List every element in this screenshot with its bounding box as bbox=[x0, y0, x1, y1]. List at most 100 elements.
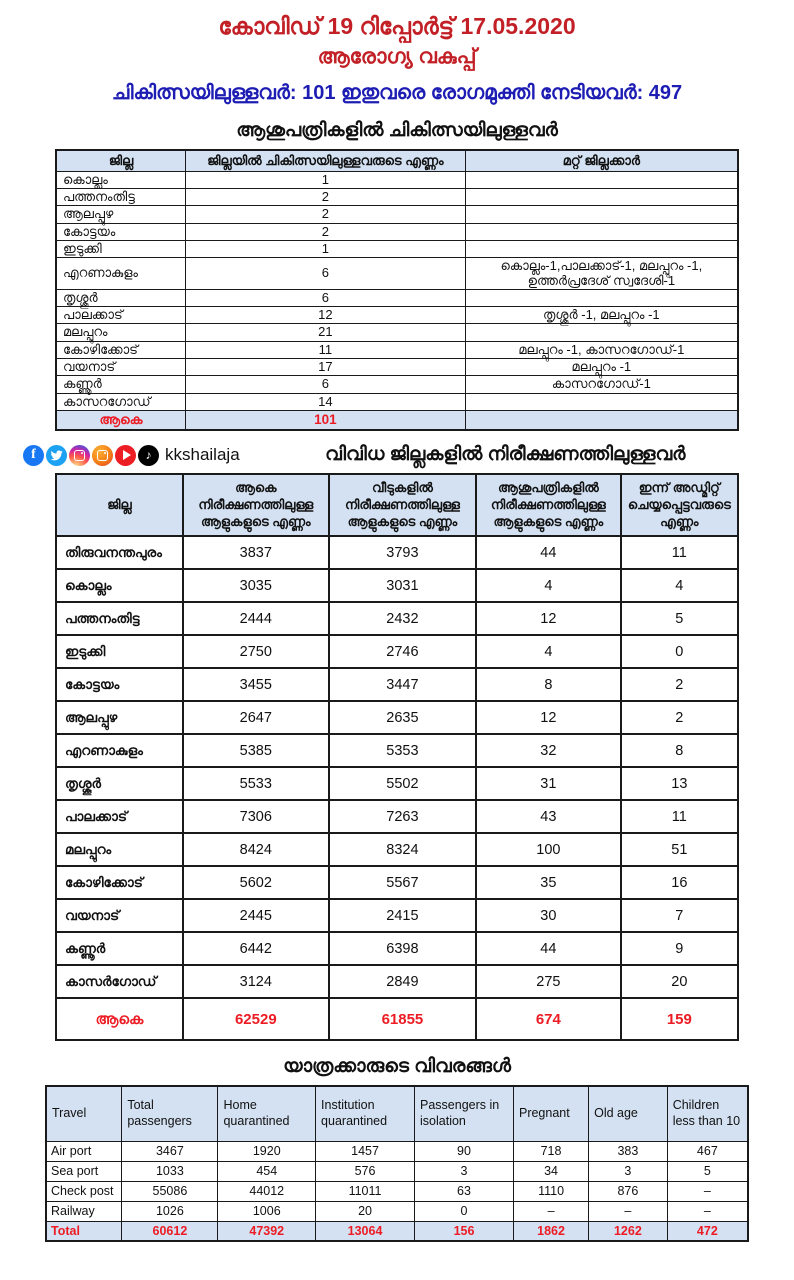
column-header: Home quarantined bbox=[217, 1085, 317, 1142]
hospital-header-row: ജില്ല ജില്ലയിൽ ചികിത്സയിലുള്ളവരുടെ എണ്ണം… bbox=[55, 149, 739, 172]
travel-row-pregnant: 34 bbox=[512, 1160, 590, 1182]
observation-row-hospital: 35 bbox=[475, 865, 622, 901]
travel-row-home: 1006 bbox=[217, 1200, 317, 1222]
observation-row-total: 3124 bbox=[181, 964, 330, 1000]
total-home: 61855 bbox=[327, 997, 478, 1042]
hospital-row-district: കൊല്ലം bbox=[55, 170, 187, 190]
observation-row-admitted_today: 20 bbox=[619, 964, 740, 1000]
hospital-row-district: എറണാകുളം bbox=[55, 257, 187, 290]
observation-row-total: 5533 bbox=[181, 766, 330, 802]
hospital-row-other bbox=[464, 288, 739, 308]
travel-row-institution: 576 bbox=[315, 1160, 416, 1182]
column-header: ജില്ല bbox=[55, 473, 184, 538]
hospital-row-district: വയനാട് bbox=[55, 358, 187, 377]
total-home-quarantined: 47392 bbox=[217, 1220, 317, 1242]
total-other bbox=[464, 409, 739, 431]
hospital-row-other bbox=[464, 222, 739, 241]
travel-row-old_age: 876 bbox=[588, 1180, 668, 1202]
hospital-row-other bbox=[464, 392, 739, 411]
total-passengers: 60612 bbox=[121, 1220, 219, 1242]
hospital-row-count: 1 bbox=[185, 239, 466, 259]
hospital-row-district: ആലപ്പുഴ bbox=[55, 205, 187, 224]
tiktok-icon: ♪ bbox=[138, 444, 159, 466]
column-header: വീടുകളിൽ നിരീക്ഷണത്തിലുള്ള ആളുകളുടെ എണ്ണ… bbox=[327, 473, 478, 538]
social-handle: kkshailaja bbox=[165, 445, 240, 465]
observation-row-total: 3455 bbox=[181, 667, 330, 703]
observation-row: കൊല്ലം 3035 3031 4 4 bbox=[55, 568, 740, 604]
hospital-row-other bbox=[464, 170, 739, 190]
hospital-row: ആലപ്പുഴ 2 bbox=[55, 205, 739, 224]
observation-row-hospital: 30 bbox=[475, 898, 622, 934]
hospital-row-count: 6 bbox=[185, 375, 466, 394]
total-institution-quarantined: 13064 bbox=[315, 1220, 416, 1242]
observation-row-total: 3035 bbox=[181, 568, 330, 604]
observation-row-district: ആലപ്പുഴ bbox=[55, 700, 184, 736]
report-header: കോവിഡ് 19 റിപ്പോർട്ട് 17.05.2020 ആരോഗ്യ … bbox=[0, 0, 794, 142]
observation-row-hospital: 44 bbox=[475, 931, 622, 967]
instagram-icon bbox=[69, 444, 90, 466]
observation-row: കോട്ടയം 3455 3447 8 2 bbox=[55, 667, 740, 703]
twitter-icon bbox=[46, 444, 67, 466]
observation-row-home: 2432 bbox=[327, 601, 478, 637]
observation-row-hospital: 43 bbox=[475, 799, 622, 835]
youtube-icon bbox=[115, 444, 136, 466]
travel-row-isolation: 90 bbox=[414, 1140, 514, 1162]
hospital-row: കൊല്ലം 1 bbox=[55, 170, 739, 190]
observation-row-hospital: 44 bbox=[475, 535, 622, 571]
travel-row-total: 55086 bbox=[121, 1180, 219, 1202]
travel-row-isolation: 63 bbox=[414, 1180, 514, 1202]
observation-row: ഇടുക്കി 2750 2746 4 0 bbox=[55, 634, 740, 670]
total-count: 101 bbox=[185, 409, 466, 431]
observation-row-home: 5353 bbox=[327, 733, 478, 769]
hospital-table: ജില്ല ജില്ലയിൽ ചികിത്സയിലുള്ളവരുടെ എണ്ണം… bbox=[55, 148, 739, 432]
observation-row-district: കാസർഗോഡ് bbox=[55, 964, 184, 1000]
observation-row: വയനാട് 2445 2415 30 7 bbox=[55, 898, 740, 934]
observation-row: കണ്ണൂർ 6442 6398 44 9 bbox=[55, 931, 740, 967]
observation-row-admitted_today: 16 bbox=[619, 865, 740, 901]
observation-row-home: 5567 bbox=[327, 865, 478, 901]
travel-row-total: 3467 bbox=[121, 1140, 219, 1162]
hospital-row-district: കണ്ണൂർ bbox=[55, 375, 187, 394]
observation-row-admitted_today: 13 bbox=[619, 766, 740, 802]
hospital-row-count: 6 bbox=[185, 288, 466, 308]
column-header: ജില്ല bbox=[55, 149, 187, 172]
travel-row-old_age: – bbox=[588, 1200, 668, 1222]
observation-row: തൃശ്ശൂർ 5533 5502 31 13 bbox=[55, 766, 740, 802]
observation-row: പാലക്കാട് 7306 7263 43 11 bbox=[55, 799, 740, 835]
hospital-row-district: തൃശ്ശൂർ bbox=[55, 288, 187, 308]
travel-row-children: – bbox=[666, 1180, 749, 1202]
travel-row-mode: Air port bbox=[45, 1140, 123, 1162]
hospital-row-count: 2 bbox=[185, 188, 466, 207]
hospital-row: ഇടുക്കി 1 bbox=[55, 239, 739, 259]
observation-row-home: 2849 bbox=[327, 964, 478, 1000]
hospital-row-other: കൊല്ലം-1,പാലക്കാട്-1, മലപ്പുറം -1, ഉത്തർ… bbox=[464, 257, 739, 290]
observation-row-home: 2746 bbox=[327, 634, 478, 670]
total-old-age: 1262 bbox=[588, 1220, 668, 1242]
observation-row-district: ഇടുക്കി bbox=[55, 634, 184, 670]
hospital-row-district: പാലക്കാട് bbox=[55, 306, 187, 325]
hospital-row-count: 2 bbox=[185, 205, 466, 224]
travel-header-row: Travel Total passengers Home quarantined… bbox=[45, 1085, 749, 1142]
travel-row-institution: 11011 bbox=[315, 1180, 416, 1202]
observation-row: തിരുവനന്തപുരം 3837 3793 44 11 bbox=[55, 535, 740, 571]
social-icons: f ♪ bbox=[23, 444, 159, 466]
observation-row-hospital: 100 bbox=[475, 832, 622, 868]
observation-row-home: 2415 bbox=[327, 898, 478, 934]
hospital-row-other: മലപ്പുറം -1, കാസറഗോഡ്-1 bbox=[464, 340, 739, 360]
observation-row-admitted_today: 2 bbox=[619, 667, 740, 703]
observation-row-admitted_today: 2 bbox=[619, 700, 740, 736]
hospital-row-district: മലപ്പുറം bbox=[55, 323, 187, 342]
travel-table-body: Air port 3467 1920 1457 90 718 383 467 Sea port 1… bbox=[45, 1140, 749, 1222]
observation-row: മലപ്പുറം 8424 8324 100 51 bbox=[55, 832, 740, 868]
travel-row-mode: Railway bbox=[45, 1200, 123, 1222]
hospital-row: പത്തനംതിട്ട 2 bbox=[55, 188, 739, 207]
observation-row-total: 2444 bbox=[181, 601, 330, 637]
hospital-row-other bbox=[464, 205, 739, 224]
travel-row-institution: 20 bbox=[315, 1200, 416, 1222]
total-admitted-today: 159 bbox=[619, 997, 740, 1042]
hospital-row-district: ഇടുക്കി bbox=[55, 239, 187, 259]
column-header: Total passengers bbox=[121, 1085, 219, 1142]
observation-table-title: വിവിധ ജില്ലകളിൽ നിരീക്ഷണത്തിലുള്ളവർ bbox=[325, 444, 686, 466]
total-in-isolation: 156 bbox=[414, 1220, 514, 1242]
travel-row-total: 1033 bbox=[121, 1160, 219, 1182]
